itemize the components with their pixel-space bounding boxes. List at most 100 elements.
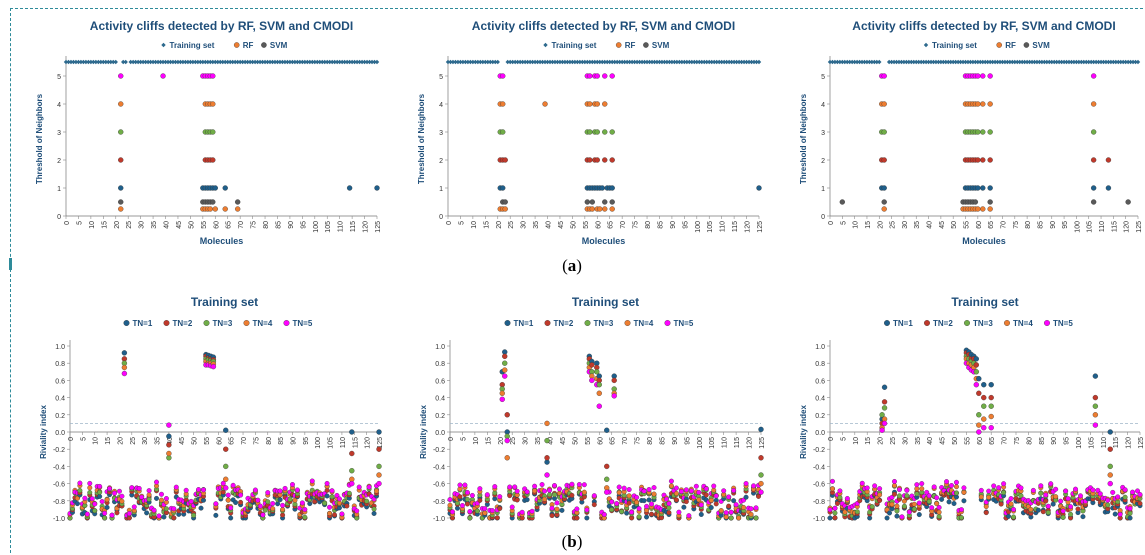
point-tn5 [892,479,897,484]
point-training-set [560,59,565,65]
point-tn2 [591,502,597,508]
point-tn5 [688,488,694,494]
point-tn4 [723,514,729,520]
x-tick-label: 80 [645,221,652,229]
point-tn5 [336,496,342,502]
point-tn5 [201,487,206,493]
point-training-set [642,59,647,65]
point-training-set [1069,59,1074,65]
x-tick-label: 15 [101,221,108,229]
point-tn5 [121,370,128,377]
point-training-set [163,59,168,65]
x-tick-label: 95 [1064,437,1071,445]
y-tick-label: 4 [57,102,61,109]
y-tick-label: 0.2 [815,413,825,420]
point-training-set [842,59,847,65]
x-tick-label: 80 [1026,437,1033,445]
point-training-set [587,59,593,65]
point-training-set [357,59,362,65]
point-tn4 [374,488,380,494]
point-tn2 [1075,506,1081,512]
point-training-set [975,59,981,65]
point-training-set [659,59,665,65]
x-tick-label: 80 [266,437,273,445]
point-training-set [629,59,635,65]
point-tn2 [332,512,337,518]
point-training-set [914,59,919,65]
point-tn5 [924,489,930,495]
point-tn1 [988,382,994,388]
point-tn2 [171,515,177,521]
point-tn1 [1107,429,1113,435]
point-training-set [1074,59,1079,65]
point-training-set [697,59,702,65]
point-tn1 [1092,373,1099,379]
point-tn5 [166,422,172,428]
point-training-set [515,59,520,65]
x-tick-label: 35 [915,437,922,445]
x-tick-label: 10 [93,437,100,445]
point-training-set [488,59,493,65]
point-tn3 [666,505,672,511]
point-rf [881,206,887,212]
point-tn5 [136,485,142,491]
point-tn5 [99,499,105,505]
point-training-set [1027,59,1032,65]
point-training-set [508,59,513,65]
point-tn2 [1092,394,1099,401]
point-tn5 [1068,504,1074,510]
point-tn4 [877,492,883,498]
point-training-set [931,59,936,65]
x-tick-label: 120 [747,437,754,449]
point-tn4 [532,488,538,494]
point-svm [589,199,595,205]
point-tn3 [302,514,308,520]
point-tn5 [881,73,887,79]
point-training-set [285,59,290,65]
x-tick-label: 10 [853,221,860,229]
point-tn1 [881,185,887,191]
point-training-set [280,59,285,65]
point-tn2 [611,377,617,384]
point-tn5 [1065,496,1071,502]
y-tick-label: -0.6 [813,482,825,489]
legend-label-tn3: TN=3 [594,319,614,328]
point-tn3 [287,496,293,502]
point-tn3 [894,508,900,514]
point-tn5 [126,511,132,517]
point-tn5 [327,504,333,510]
point-training-set [66,59,71,65]
point-tn1 [1035,507,1041,513]
point-training-set [1108,59,1114,65]
point-tn4 [502,367,508,373]
point-tn1 [376,429,382,435]
point-tn2 [673,497,679,503]
point-tn5 [958,507,964,513]
point-training-set [364,59,370,65]
point-training-set [562,59,568,65]
point-training-set [987,59,993,65]
x-tick-label: 80 [647,437,654,445]
point-rf [975,206,981,212]
point-training-set [928,59,934,65]
point-tn5 [302,507,308,512]
point-training-set [721,59,727,65]
point-tn5 [509,504,515,510]
point-tn5 [919,481,925,487]
point-tn5 [1122,487,1128,493]
point-tn4 [668,483,674,489]
point-tn5 [260,512,266,518]
point-training-set [707,59,712,65]
point-tn5 [987,73,993,79]
point-training-set [232,59,238,65]
point-training-set [1017,59,1022,65]
point-tn5 [609,499,615,505]
point-training-set [575,59,580,65]
point-tn4 [280,507,286,512]
x-tick-label: 115 [352,437,359,448]
point-tn5 [587,73,593,79]
point-training-set [896,59,902,65]
point-tn5 [529,508,535,514]
point-training-set [990,59,995,65]
point-tn5 [265,490,271,496]
